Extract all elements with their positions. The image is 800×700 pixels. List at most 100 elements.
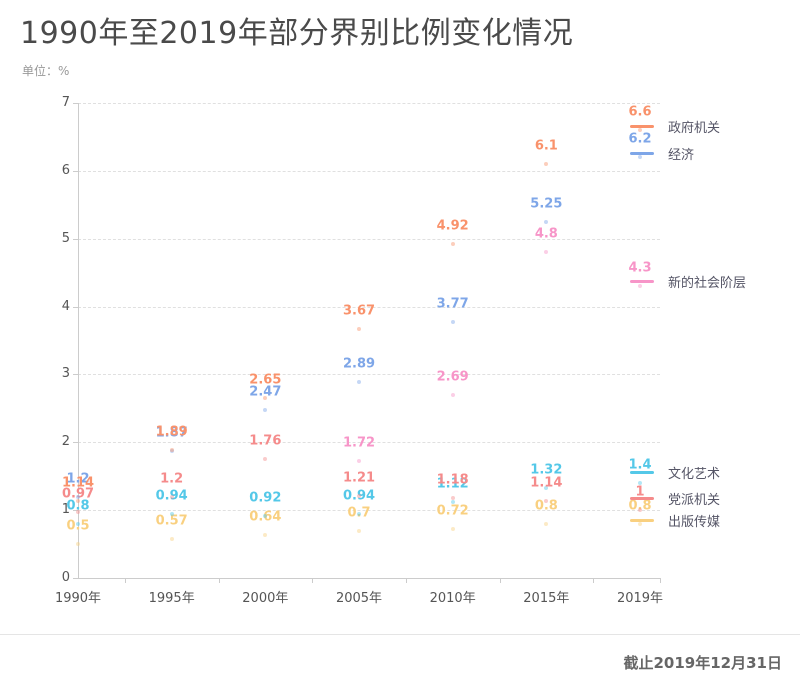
legend-item-文化艺术[interactable]: 文化艺术 [630, 464, 721, 482]
data-label: 1.14 [61, 475, 95, 491]
legend-item-政府机关[interactable]: 政府机关 [630, 118, 720, 136]
y-axis-label: 2 [61, 434, 70, 450]
legend-item-出版传媒[interactable]: 出版传媒 [630, 512, 721, 530]
data-point[interactable] [357, 493, 361, 498]
data-label: 0.72 [436, 503, 469, 519]
x-axis-tick [405, 578, 407, 583]
data-label: 0.5 [66, 518, 90, 534]
y-axis-label: 5 [61, 230, 70, 246]
data-point[interactable] [450, 242, 455, 247]
footer-divider [0, 634, 800, 635]
data-label: 1 [635, 484, 645, 500]
legend-item-新的社会阶层[interactable]: 新的社会阶层 [630, 273, 746, 291]
data-point[interactable] [544, 521, 549, 526]
data-label: 5.25 [530, 196, 563, 212]
y-axis-tick [73, 103, 78, 104]
data-point[interactable] [638, 521, 642, 526]
data-point[interactable] [638, 284, 642, 289]
data-point[interactable] [450, 393, 455, 398]
legend-label: 文化艺术 [668, 466, 721, 482]
data-point[interactable] [450, 495, 455, 500]
data-point[interactable] [357, 459, 361, 464]
y-axis-tick [73, 374, 78, 376]
gridline [78, 238, 660, 240]
y-axis-line [78, 103, 79, 578]
gridline [78, 510, 660, 512]
y-axis-label: 7 [61, 95, 70, 110]
x-axis-tick [593, 578, 595, 583]
data-label: 1.32 [530, 462, 563, 478]
data-point[interactable] [169, 537, 174, 542]
gridline [78, 103, 660, 104]
data-point[interactable] [169, 494, 174, 499]
legend-label: 党派机关 [668, 492, 721, 508]
data-point[interactable] [357, 326, 361, 331]
y-axis-label: 1 [61, 502, 70, 518]
x-axis-tick [660, 578, 661, 583]
y-axis-tick [73, 442, 78, 444]
data-point[interactable] [169, 447, 174, 452]
data-point[interactable] [638, 508, 642, 513]
data-label: 1.4 [628, 457, 652, 473]
data-point[interactable] [357, 512, 361, 517]
y-axis-label: 3 [61, 366, 70, 382]
data-label: 0.94 [155, 488, 188, 504]
data-point[interactable] [544, 498, 549, 503]
data-point[interactable] [544, 219, 549, 224]
data-point[interactable] [450, 320, 455, 325]
data-label: 1.12 [436, 476, 469, 492]
data-point[interactable] [169, 449, 174, 454]
data-label: 3.67 [342, 303, 376, 319]
data-point[interactable] [357, 379, 361, 384]
data-point[interactable] [263, 513, 268, 518]
y-axis-tick [73, 510, 78, 512]
data-point[interactable] [450, 500, 455, 504]
legend-item-经济[interactable]: 经济 [630, 145, 694, 163]
data-point[interactable] [638, 155, 642, 160]
data-point[interactable] [263, 408, 268, 413]
data-point[interactable] [76, 498, 80, 503]
data-label: 6.2 [628, 131, 652, 147]
y-axis-tick [73, 578, 78, 579]
x-axis-tick [124, 578, 126, 583]
data-label: 2.65 [249, 372, 282, 388]
y-axis-tick [73, 238, 78, 240]
data-point[interactable] [76, 494, 80, 499]
x-axis-label: 2019年 [616, 591, 664, 606]
gridline [78, 374, 660, 376]
data-label: 0.8 [534, 498, 558, 514]
legend-dash-icon [630, 470, 654, 474]
footer-note: 截止2019年12月31日 [623, 654, 783, 672]
x-axis-label: 1995年 [148, 591, 195, 606]
data-point[interactable] [169, 512, 174, 517]
y-axis-label: 6 [61, 162, 70, 178]
data-label: 1.21 [342, 470, 376, 486]
data-label: 0.94 [342, 488, 376, 504]
legend-item-党派机关[interactable]: 党派机关 [630, 490, 721, 508]
x-axis-line [78, 578, 660, 579]
data-point[interactable] [76, 542, 80, 547]
data-point[interactable] [76, 521, 80, 526]
data-point[interactable] [544, 250, 549, 255]
data-point[interactable] [638, 481, 642, 485]
data-point[interactable] [544, 162, 549, 167]
data-point[interactable] [357, 528, 361, 533]
data-point[interactable] [263, 532, 268, 537]
data-point[interactable] [450, 527, 455, 532]
data-point[interactable] [263, 396, 268, 401]
legend-label: 出版传媒 [668, 514, 721, 530]
gridline [78, 442, 660, 444]
data-point[interactable] [638, 128, 642, 133]
y-axis-tick [73, 306, 78, 308]
data-point[interactable] [263, 456, 268, 461]
data-label: 4.8 [534, 226, 558, 242]
data-label: 6.6 [628, 104, 652, 120]
data-label: 1.89 [155, 424, 188, 440]
data-point[interactable] [544, 486, 549, 491]
y-axis-label: 4 [61, 298, 70, 314]
legend-dash-icon [630, 124, 654, 128]
data-label: 0.92 [249, 490, 282, 506]
data-point[interactable] [76, 510, 80, 515]
data-label: 4.92 [436, 218, 469, 234]
x-axis-tick [312, 578, 314, 583]
